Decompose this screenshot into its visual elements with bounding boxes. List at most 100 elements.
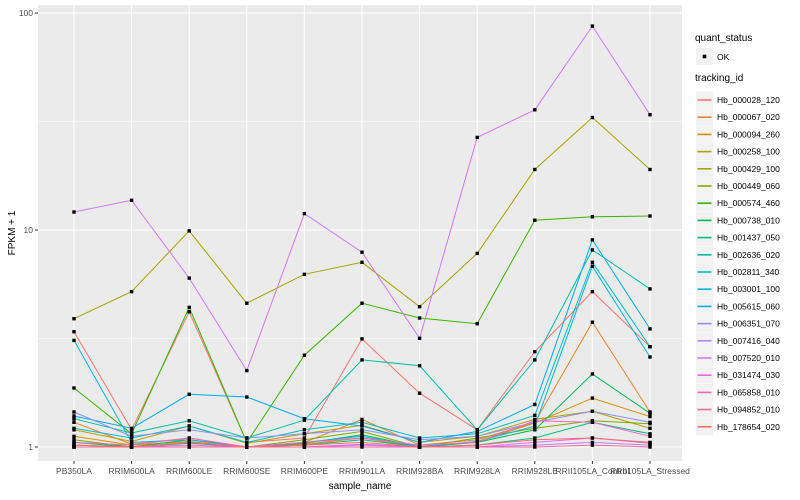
data-point [648,411,652,415]
data-point [533,419,537,423]
data-point [417,391,422,395]
data-point [417,336,422,340]
data-point [475,440,479,445]
data-point [648,440,652,445]
data-point [302,443,307,447]
data-point [187,276,191,280]
data-point [533,443,537,447]
legend-item-label: Hb_000258_100 [717,147,780,157]
data-point [360,420,364,424]
data-point [245,368,249,373]
data-point [475,445,479,449]
data-point [360,260,364,264]
data-point [72,386,76,390]
legend-item-label: Hb_065858_010 [717,387,780,397]
data-point [72,443,76,447]
legend-item-Hb_000094_260: Hb_000094_260 [696,125,780,143]
data-point [533,218,537,222]
data-point [129,289,134,294]
legend-item-Hb_007520_010: Hb_007520_010 [696,349,780,367]
data-point [72,440,76,445]
legend-item-label: Hb_005615_060 [717,301,780,311]
data-point [648,432,652,436]
data-point [245,395,249,399]
legend-item-Hb_000429_100: Hb_000429_100 [696,160,780,178]
data-point [72,445,76,449]
data-point [72,317,76,321]
data-point [129,426,134,430]
data-point [360,428,364,432]
data-point [302,440,307,445]
data-point [245,436,249,440]
data-point [360,301,364,305]
data-point [475,438,479,442]
legend-item-label: Hb_006351_070 [717,319,780,329]
data-point [475,322,479,326]
panel-background [38,5,682,461]
data-point [590,372,595,376]
data-point [590,289,595,294]
data-point [475,432,479,436]
ok-point-marker [702,54,707,59]
data-point [72,434,76,438]
data-point [475,429,479,434]
data-point [417,445,422,449]
data-point [590,443,595,447]
data-point [187,428,191,432]
data-point [475,434,479,438]
data-point [72,438,76,442]
data-point [648,214,652,218]
legend-item-label: Hb_007520_010 [717,353,780,363]
legend-item-Hb_000574_460: Hb_000574_460 [696,194,780,212]
data-point [187,229,191,233]
data-point [302,272,307,276]
y-axis-title: FPKM + 1 [7,210,18,255]
data-point [417,305,422,309]
data-point [187,440,191,445]
data-point [360,436,364,440]
data-point [187,392,191,396]
data-point [187,438,191,442]
data-point [187,443,191,447]
data-point [648,287,652,291]
data-point [590,320,595,324]
data-point [590,115,595,120]
data-point [129,445,134,449]
data-point [72,414,76,418]
data-point [648,414,652,419]
data-point [72,417,76,421]
legend-item-label: Hb_094852_010 [717,405,780,415]
data-point [302,432,307,436]
data-point [187,310,191,314]
data-point [475,251,479,256]
data-point [360,440,364,445]
data-point [417,443,422,447]
data-point [648,327,652,331]
legend-item-Hb_007416_040: Hb_007416_040 [696,332,780,350]
gridlines [38,5,682,461]
legend-item-label: Hb_000574_460 [717,198,780,208]
x-tick-label: RRII105LA_Stressed [610,466,690,476]
legend-item-label: Hb_031474_030 [717,370,780,380]
data-point [72,420,76,424]
legend-item-label: Hb_002811_340 [717,267,780,277]
data-point [590,24,595,28]
data-point [533,424,537,428]
legend-tracking-id-title: tracking_id [695,73,743,84]
legend-entries: Hb_000028_120 Hb_000067_020 Hb_000094_260 H… [696,91,780,436]
legend-item-Hb_000449_060: Hb_000449_060 [696,177,780,195]
legend-item-label: Hb_000449_060 [717,181,780,191]
data-point [417,316,422,320]
data-point [590,238,595,242]
data-point [533,428,537,432]
data-point [245,301,249,305]
legend-item-Hb_000028_120: Hb_000028_120 [696,91,780,109]
data-point [648,420,652,424]
data-point [72,338,76,343]
legend-item-Hb_031474_030: Hb_031474_030 [696,366,780,384]
data-point [533,358,537,362]
data-point [533,108,537,112]
data-point [475,443,479,447]
legend-item-Hb_000067_020: Hb_000067_020 [696,108,780,126]
legend-item-Hb_000738_010: Hb_000738_010 [696,211,780,229]
